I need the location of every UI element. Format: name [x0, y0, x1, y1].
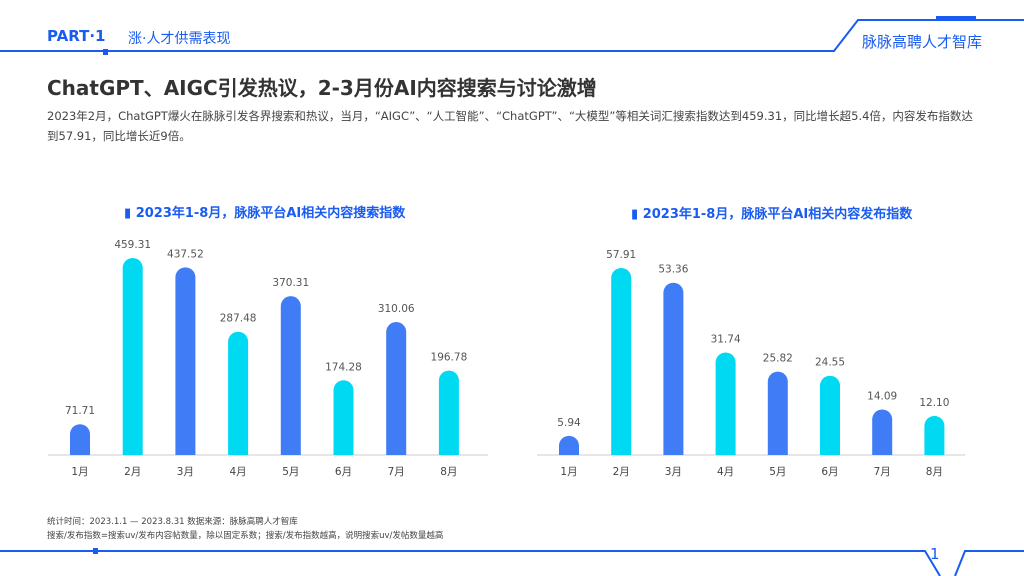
- x-tick-label: 8月: [926, 466, 943, 478]
- data-label: 370.31: [272, 277, 309, 289]
- description: 2023年2月，ChatGPT爆火在脉脉引发各界搜索和热议，当月，“AIGC”、…: [47, 109, 973, 143]
- footer-line2: 搜索/发布指数=搜索uv/发布内容帖数量，除以固定系数；搜索/发布指数越高，说明…: [47, 531, 444, 541]
- x-tick-label: 5月: [769, 466, 786, 478]
- data-label: 5.94: [557, 417, 581, 429]
- brand-label: 脉脉高聘人才智库: [862, 33, 983, 51]
- chart-title-publish: ▮ 2023年1-8月，脉脉平台AI相关内容发布指数: [631, 207, 913, 222]
- data-label: 25.82: [763, 353, 793, 365]
- x-tick-label: 6月: [821, 466, 838, 478]
- bar: [333, 380, 354, 455]
- bar: [228, 331, 249, 455]
- bar: [122, 258, 143, 455]
- part-label: PART·1: [47, 27, 106, 45]
- chart-title-search: ▮ 2023年1-8月，脉脉平台AI相关内容搜索指数: [124, 206, 406, 221]
- x-tick-label: 8月: [440, 466, 457, 478]
- bar: [820, 375, 840, 455]
- x-tick-label: 7月: [874, 466, 891, 478]
- footer-line1: 统计时间：2023.1.1 — 2023.8.31 数据来源：脉脉高聘人才智库: [47, 517, 298, 527]
- bar-chart-icon: ▮: [124, 206, 136, 221]
- data-label: 437.52: [167, 248, 204, 260]
- bar: [611, 268, 632, 455]
- data-label: 12.10: [919, 397, 949, 409]
- x-tick-label: 7月: [388, 466, 405, 478]
- data-label: 71.71: [65, 405, 95, 417]
- x-tick-label: 2月: [613, 466, 630, 478]
- data-label: 53.36: [658, 264, 688, 276]
- bar: [663, 282, 684, 455]
- data-label: 174.28: [325, 361, 362, 373]
- x-tick-label: 1月: [71, 466, 88, 478]
- x-tick-label: 5月: [282, 466, 299, 478]
- data-label: 287.48: [220, 313, 257, 325]
- bar: [924, 415, 945, 455]
- bar: [280, 296, 301, 455]
- data-label: 31.74: [711, 334, 741, 346]
- data-label: 14.09: [867, 391, 897, 403]
- bar: [872, 409, 893, 455]
- x-tick-label: 2月: [124, 466, 141, 478]
- x-tick-label: 6月: [335, 466, 352, 478]
- bar: [438, 370, 459, 455]
- bar: [70, 424, 90, 455]
- x-tick-label: 4月: [717, 466, 734, 478]
- bar: [767, 371, 788, 455]
- x-tick-label: 4月: [230, 466, 247, 478]
- page-title: ChatGPT、AIGC引发热议，2-3月份AI内容搜索与讨论激增: [47, 76, 597, 100]
- bar: [715, 352, 736, 455]
- bar: [175, 267, 196, 455]
- data-label: 24.55: [815, 357, 845, 369]
- page-number: 1: [930, 545, 940, 563]
- bar-chart-icon: ▮: [631, 207, 643, 222]
- bar: [386, 322, 407, 455]
- data-label: 459.31: [114, 239, 151, 251]
- x-tick-label: 3月: [665, 466, 682, 478]
- x-tick-label: 3月: [177, 466, 194, 478]
- x-tick-label: 1月: [560, 466, 577, 478]
- data-label: 196.78: [431, 352, 468, 364]
- data-label: 310.06: [378, 303, 415, 315]
- data-label: 57.91: [606, 249, 636, 261]
- section-label: 涨·人才供需表现: [128, 31, 231, 47]
- bar: [559, 435, 579, 455]
